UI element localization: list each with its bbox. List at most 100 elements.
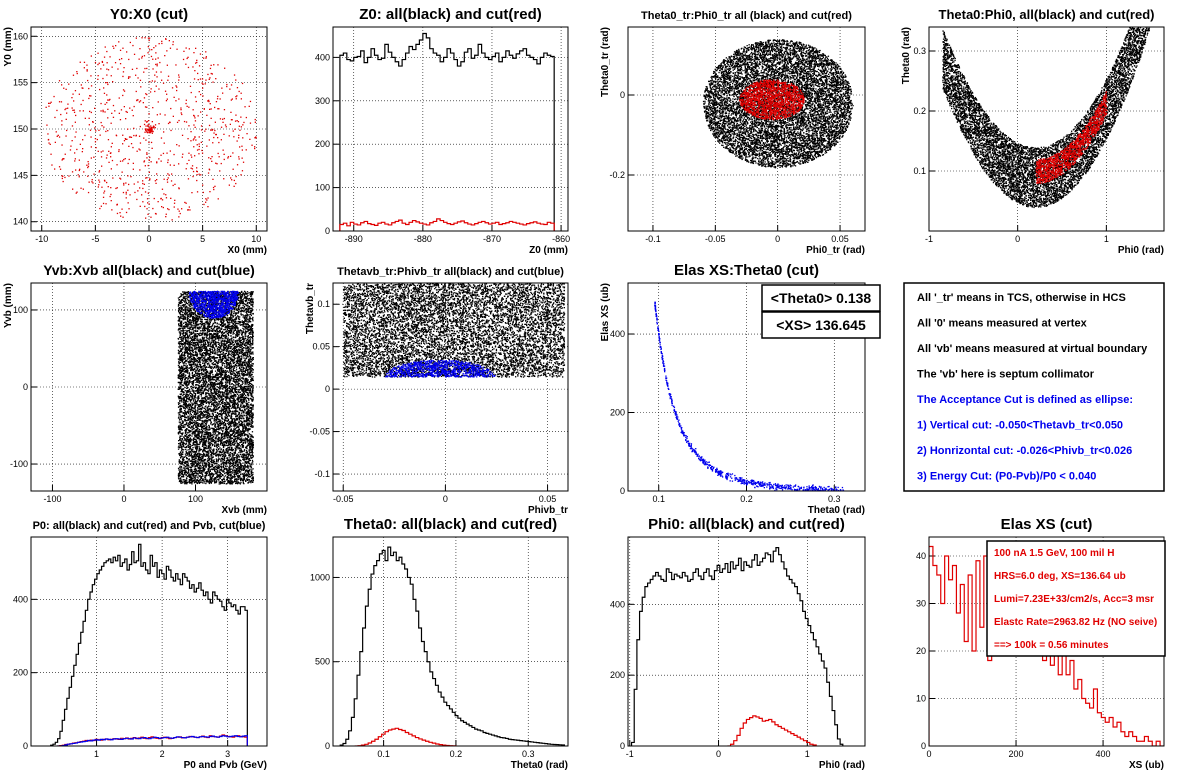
data-point	[711, 118, 713, 120]
data-point	[751, 135, 753, 137]
data-point	[828, 94, 831, 96]
data-point	[766, 163, 768, 165]
data-point	[814, 104, 816, 106]
data-point	[839, 107, 841, 109]
x-tick-label: -0.05	[705, 234, 726, 244]
data-point	[198, 148, 200, 151]
data-point	[829, 110, 831, 112]
data-point	[749, 150, 751, 152]
data-point	[195, 100, 197, 103]
data-point	[821, 123, 823, 126]
data-point	[254, 147, 256, 150]
data-point	[750, 51, 753, 54]
data-point	[844, 86, 846, 89]
data-point	[106, 50, 108, 53]
data-point	[758, 44, 760, 46]
data-point	[769, 156, 771, 158]
data-point	[790, 72, 792, 75]
data-point	[716, 121, 718, 123]
data-point	[739, 151, 741, 153]
data-point	[779, 143, 781, 145]
data-point	[194, 155, 196, 157]
data-point	[818, 90, 821, 92]
data-point	[765, 127, 767, 129]
data-point	[227, 156, 230, 158]
data-point	[779, 157, 781, 160]
data-point	[732, 125, 734, 127]
data-point	[122, 216, 124, 218]
data-point	[795, 104, 797, 106]
data-point	[739, 52, 741, 54]
data-point	[205, 56, 207, 58]
data-point	[794, 146, 796, 148]
data-point	[749, 144, 751, 146]
data-point	[786, 124, 788, 126]
data-point	[813, 56, 816, 58]
data-point	[805, 77, 807, 80]
data-point	[796, 118, 798, 121]
series-red-points	[45, 37, 257, 221]
data-point	[170, 197, 172, 199]
data-point	[214, 106, 216, 109]
data-point	[132, 146, 134, 149]
data-point	[146, 152, 148, 154]
data-point	[845, 97, 847, 100]
data-point	[761, 159, 763, 162]
data-point	[713, 70, 715, 73]
data-point	[714, 98, 717, 100]
data-point	[146, 106, 148, 108]
data-point	[112, 45, 114, 47]
data-point	[721, 129, 723, 131]
data-point	[842, 77, 844, 79]
data-point	[194, 136, 196, 138]
data-point	[824, 93, 826, 95]
data-point	[713, 127, 715, 129]
data-point	[127, 189, 129, 191]
data-point	[750, 162, 752, 164]
data-point	[160, 154, 162, 156]
data-point	[789, 55, 792, 57]
data-point	[728, 94, 731, 96]
data-point	[759, 54, 762, 56]
data-point	[111, 66, 113, 68]
data-point	[781, 105, 783, 107]
data-point	[215, 162, 217, 164]
data-point	[792, 133, 795, 135]
data-point	[771, 125, 773, 127]
data-point	[138, 58, 140, 60]
data-point	[821, 151, 823, 153]
data-point	[783, 77, 785, 79]
data-point	[713, 103, 715, 105]
data-point	[718, 127, 721, 130]
data-point	[203, 57, 205, 59]
data-point	[727, 118, 730, 120]
data-point	[809, 83, 812, 85]
data-point	[844, 88, 846, 91]
data-point	[707, 108, 709, 110]
data-point	[769, 70, 771, 72]
data-point	[818, 60, 820, 62]
data-point	[810, 52, 812, 54]
data-point	[749, 148, 751, 151]
data-point	[761, 53, 764, 55]
data-point	[751, 154, 753, 156]
data-point	[800, 62, 803, 64]
data-point	[815, 52, 817, 54]
data-point	[731, 133, 733, 135]
data-point	[761, 149, 764, 152]
data-point	[195, 47, 197, 49]
data-point	[202, 191, 204, 194]
data-point	[101, 125, 103, 127]
data-point	[750, 127, 752, 129]
data-point	[799, 63, 801, 65]
data-point	[48, 102, 50, 104]
data-point	[735, 82, 738, 85]
data-point	[724, 83, 726, 86]
data-point	[764, 119, 766, 121]
data-point	[788, 57, 790, 59]
data-point	[811, 63, 813, 65]
data-point	[196, 144, 198, 146]
data-point	[742, 140, 744, 143]
data-point	[722, 83, 724, 85]
data-point	[784, 73, 787, 75]
